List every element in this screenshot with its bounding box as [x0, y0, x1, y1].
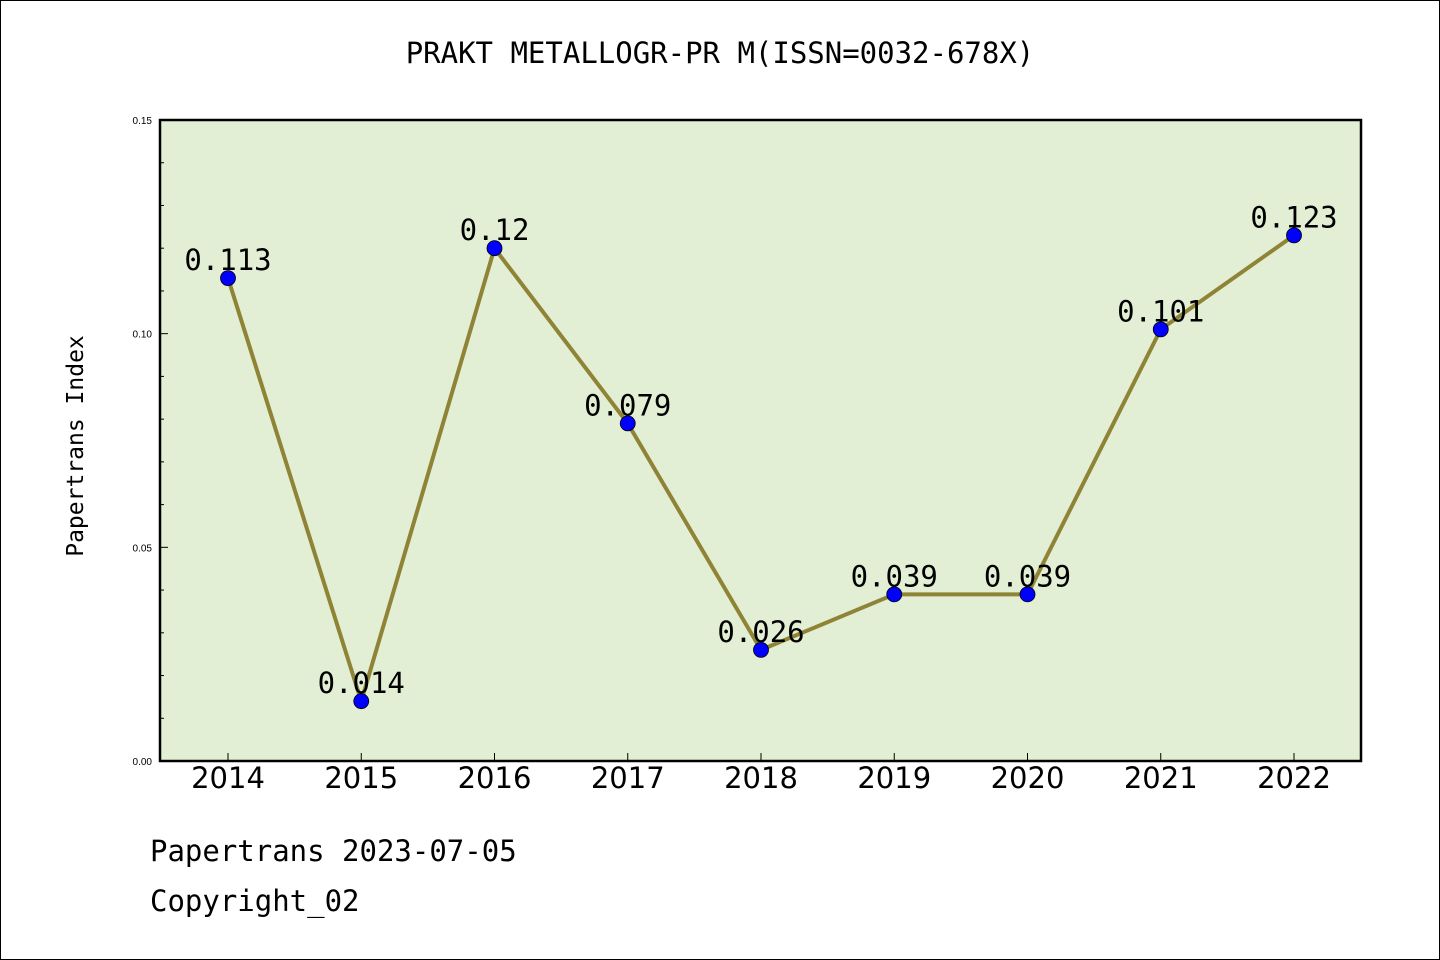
x-tick-label: 2016 [458, 761, 532, 795]
data-point [220, 270, 236, 287]
y-tick-label: 0.15 [133, 116, 153, 127]
x-tick-label: 2022 [1257, 761, 1331, 795]
data-point [486, 240, 503, 257]
x-tick-label: 2017 [591, 761, 665, 795]
y-tick-label: 0.00 [133, 757, 153, 768]
y-tick-label: 0.05 [133, 543, 153, 554]
data-label: 0.039 [984, 559, 1071, 593]
data-point [1152, 321, 1169, 338]
data-point [1019, 586, 1036, 603]
data-label: 0.079 [584, 388, 671, 422]
footer-copyright: Copyright_02 [150, 884, 360, 918]
data-label: 0.113 [184, 243, 271, 277]
data-label: 0.101 [1117, 294, 1204, 328]
data-label: 0.12 [460, 213, 530, 247]
x-tick-label: 2019 [857, 761, 931, 795]
data-label: 0.123 [1250, 200, 1337, 234]
y-tick-label: 0.10 [133, 330, 153, 341]
x-tick-label: 2018 [724, 761, 798, 795]
chart-title: PRAKT METALLOGR-PR M(ISSN=0032-678X) [405, 36, 1035, 70]
data-label: 0.039 [851, 559, 938, 593]
x-tick-label: 2014 [191, 761, 265, 795]
footer-date: Papertrans 2023-07-05 [150, 834, 517, 868]
x-tick-label: 2015 [324, 761, 398, 795]
data-label: 0.014 [318, 666, 405, 700]
data-point [753, 641, 769, 658]
data-point [619, 415, 636, 432]
plot-border [158, 118, 1363, 763]
data-point [1286, 227, 1302, 244]
x-tick-label: 2021 [1124, 761, 1198, 795]
plot-area [160, 120, 1361, 761]
data-point [353, 693, 370, 710]
x-tick-label: 2020 [991, 761, 1065, 795]
data-label: 0.026 [717, 615, 804, 649]
data-point [886, 586, 903, 603]
